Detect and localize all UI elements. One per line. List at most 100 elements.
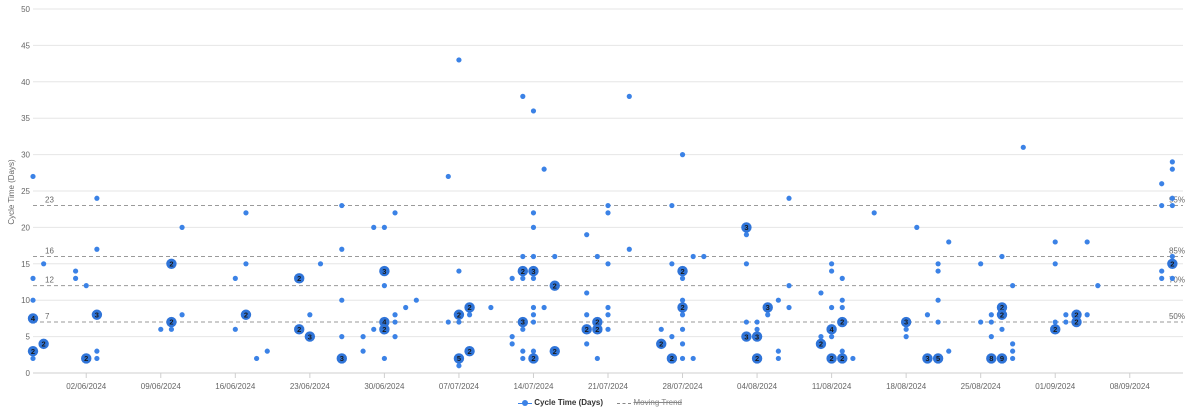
data-point[interactable] (1095, 283, 1101, 289)
data-point[interactable] (605, 202, 611, 209)
data-point[interactable] (445, 319, 451, 325)
data-point[interactable] (1020, 144, 1026, 150)
data-point[interactable] (999, 253, 1005, 260)
grouped-data-point[interactable] (1050, 324, 1061, 335)
data-point[interactable] (1169, 159, 1175, 165)
data-point[interactable] (743, 232, 750, 238)
grouped-data-point[interactable] (240, 309, 252, 320)
data-point[interactable] (999, 326, 1005, 332)
grouped-data-point[interactable] (677, 265, 688, 277)
data-point[interactable] (754, 319, 760, 325)
data-point[interactable] (988, 334, 994, 340)
data-point[interactable] (690, 355, 696, 362)
grouped-data-point[interactable] (900, 316, 912, 328)
data-point[interactable] (30, 355, 36, 362)
data-point[interactable] (946, 348, 952, 354)
grouped-data-point[interactable] (741, 331, 752, 342)
data-point[interactable] (605, 261, 611, 267)
data-point[interactable] (371, 326, 377, 332)
data-point[interactable] (72, 268, 79, 274)
grouped-data-point[interactable] (517, 265, 529, 277)
data-point[interactable] (839, 275, 845, 281)
grouped-data-point[interactable] (379, 265, 390, 277)
data-point[interactable] (1084, 239, 1090, 245)
grouped-data-point[interactable] (1071, 316, 1082, 328)
data-point[interactable] (264, 348, 270, 354)
data-point[interactable] (232, 326, 238, 332)
grouped-data-point[interactable] (517, 316, 529, 328)
data-point[interactable] (1052, 261, 1058, 267)
data-point[interactable] (530, 348, 537, 354)
data-point[interactable] (307, 312, 313, 318)
data-point[interactable] (445, 173, 451, 180)
data-point[interactable] (1084, 312, 1090, 318)
grouped-data-point[interactable] (677, 302, 688, 313)
data-point[interactable] (775, 297, 781, 303)
grouped-data-point[interactable] (826, 324, 837, 335)
data-point[interactable] (839, 304, 845, 311)
data-point[interactable] (509, 334, 515, 340)
data-point[interactable] (243, 261, 249, 267)
data-point[interactable] (41, 261, 47, 267)
grouped-data-point[interactable] (91, 309, 103, 320)
data-point[interactable] (594, 253, 600, 260)
data-point[interactable] (466, 312, 473, 318)
data-point[interactable] (1169, 275, 1175, 281)
data-point[interactable] (530, 275, 537, 281)
data-point[interactable] (392, 210, 398, 216)
data-point[interactable] (669, 261, 675, 267)
data-point[interactable] (381, 224, 387, 230)
data-point[interactable] (371, 224, 377, 230)
grouped-data-point[interactable] (336, 353, 347, 364)
grouped-data-point[interactable] (996, 302, 1008, 313)
data-point[interactable] (243, 210, 249, 216)
grouped-data-point[interactable] (549, 280, 560, 291)
data-point[interactable] (1010, 348, 1016, 354)
data-point[interactable] (520, 348, 526, 354)
data-point[interactable] (520, 253, 526, 260)
grouped-data-point[interactable] (166, 258, 177, 269)
data-point[interactable] (541, 166, 547, 172)
data-point[interactable] (829, 304, 835, 311)
grouped-data-point[interactable] (815, 338, 827, 350)
data-point[interactable] (94, 348, 100, 354)
data-point[interactable] (1159, 268, 1165, 274)
data-point[interactable] (669, 202, 675, 209)
grouped-data-point[interactable] (453, 353, 465, 364)
data-point[interactable] (626, 93, 632, 99)
grouped-data-point[interactable] (666, 353, 678, 364)
data-point[interactable] (339, 297, 345, 303)
data-point[interactable] (520, 93, 526, 99)
legend-item-moving-trend[interactable]: Moving Trend (617, 398, 682, 407)
data-point[interactable] (978, 319, 984, 325)
data-point[interactable] (775, 355, 781, 362)
data-point[interactable] (179, 312, 185, 318)
data-point[interactable] (30, 297, 36, 303)
data-point[interactable] (254, 355, 260, 362)
data-point[interactable] (403, 304, 409, 311)
data-point[interactable] (509, 275, 515, 281)
grouped-data-point[interactable] (751, 353, 763, 364)
data-point[interactable] (392, 334, 398, 340)
grouped-data-point[interactable] (996, 309, 1008, 320)
data-point[interactable] (317, 261, 324, 267)
data-point[interactable] (530, 304, 537, 311)
data-point[interactable] (988, 319, 994, 325)
data-point[interactable] (1169, 195, 1175, 201)
data-point[interactable] (594, 355, 600, 362)
data-point[interactable] (978, 261, 984, 267)
grouped-data-point[interactable] (741, 222, 752, 233)
data-point[interactable] (381, 355, 387, 362)
data-point[interactable] (914, 224, 920, 230)
data-point[interactable] (679, 312, 686, 318)
data-point[interactable] (903, 326, 909, 332)
grouped-data-point[interactable] (922, 353, 933, 364)
data-point[interactable] (456, 268, 462, 274)
data-point[interactable] (83, 283, 89, 289)
data-point[interactable] (232, 275, 238, 281)
data-point[interactable] (765, 312, 771, 318)
data-point[interactable] (701, 253, 707, 260)
data-point[interactable] (935, 297, 941, 303)
grouped-data-point[interactable] (837, 353, 848, 364)
